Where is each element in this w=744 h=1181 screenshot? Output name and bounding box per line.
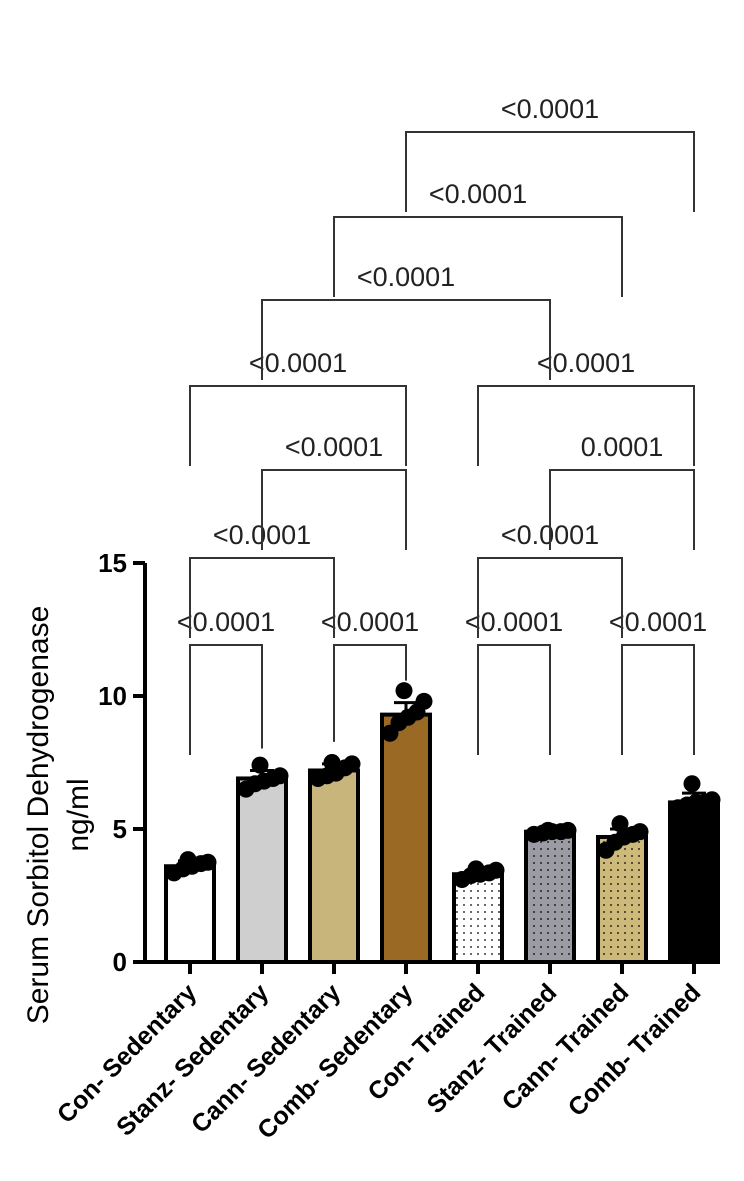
bars	[164, 701, 720, 965]
data-point	[271, 767, 289, 785]
category-label: Stanz- Trained	[422, 978, 563, 1119]
significance-bracket	[477, 644, 551, 755]
p-value-label: <0.0001	[177, 607, 275, 637]
data-point	[415, 692, 433, 710]
y-axis-title: Serum Sorbitol Dehydrogenase ng/ml	[22, 606, 95, 1025]
p-value-label: <0.0001	[501, 94, 599, 124]
data-point	[559, 821, 577, 839]
bar-pattern	[600, 838, 644, 960]
significance-bracket	[477, 385, 695, 466]
data-point	[611, 815, 629, 833]
y-tick-label: 15	[98, 548, 127, 578]
data-point	[343, 755, 361, 773]
data-point	[251, 756, 269, 774]
data-point	[199, 853, 217, 871]
data-point	[179, 851, 197, 869]
significance-bracket	[333, 216, 623, 297]
bar	[308, 768, 360, 964]
significance-bracket	[261, 469, 407, 550]
data-points	[165, 682, 721, 889]
p-value-label: <0.0001	[537, 348, 635, 378]
significance-bracket	[189, 385, 407, 466]
significance-bracket	[621, 644, 695, 755]
bar-pattern	[528, 833, 572, 960]
p-value-label: <0.0001	[465, 607, 563, 637]
bar	[380, 712, 432, 964]
bar	[236, 776, 288, 965]
data-point	[703, 791, 721, 809]
y-tick-label: 5	[113, 814, 127, 844]
bar-pattern	[456, 876, 500, 960]
y-tick-label: 10	[98, 681, 127, 711]
p-value-label: <0.0001	[357, 262, 455, 292]
p-value-label: <0.0001	[609, 607, 707, 637]
significance-brackets: <0.0001 <0.0001 <0.0001 <0.0001 <0.0001 <0.00…	[177, 94, 707, 755]
data-point	[395, 682, 413, 700]
data-point	[539, 821, 557, 839]
category-label: Comb- Trained	[563, 978, 707, 1122]
data-point	[487, 861, 505, 879]
y-tick-label: 0	[113, 947, 127, 977]
bar	[668, 800, 720, 965]
category-label: Cann- Trained	[497, 978, 635, 1116]
p-value-label: <0.0001	[285, 432, 383, 462]
significance-bracket	[261, 299, 551, 380]
axes: 0 5 10 15	[98, 548, 720, 977]
data-point	[683, 775, 701, 793]
data-point	[323, 754, 341, 771]
significance-bracket	[405, 131, 695, 212]
p-value-label: 0.0001	[581, 432, 664, 462]
p-value-label: <0.0001	[249, 348, 347, 378]
y-axis-label-line1: Serum Sorbitol Dehydrogenase	[22, 606, 55, 1025]
data-point	[631, 823, 649, 841]
y-axis-label-line2: ng/ml	[62, 778, 95, 851]
p-value-label: <0.0001	[321, 607, 419, 637]
significance-bracket	[189, 644, 263, 755]
p-value-label: <0.0001	[429, 179, 527, 209]
significance-bracket	[333, 644, 407, 742]
data-point	[467, 860, 485, 878]
bar	[164, 864, 216, 964]
significance-bracket	[549, 469, 695, 550]
significance-bracket	[477, 557, 623, 638]
significance-bracket	[189, 557, 335, 638]
